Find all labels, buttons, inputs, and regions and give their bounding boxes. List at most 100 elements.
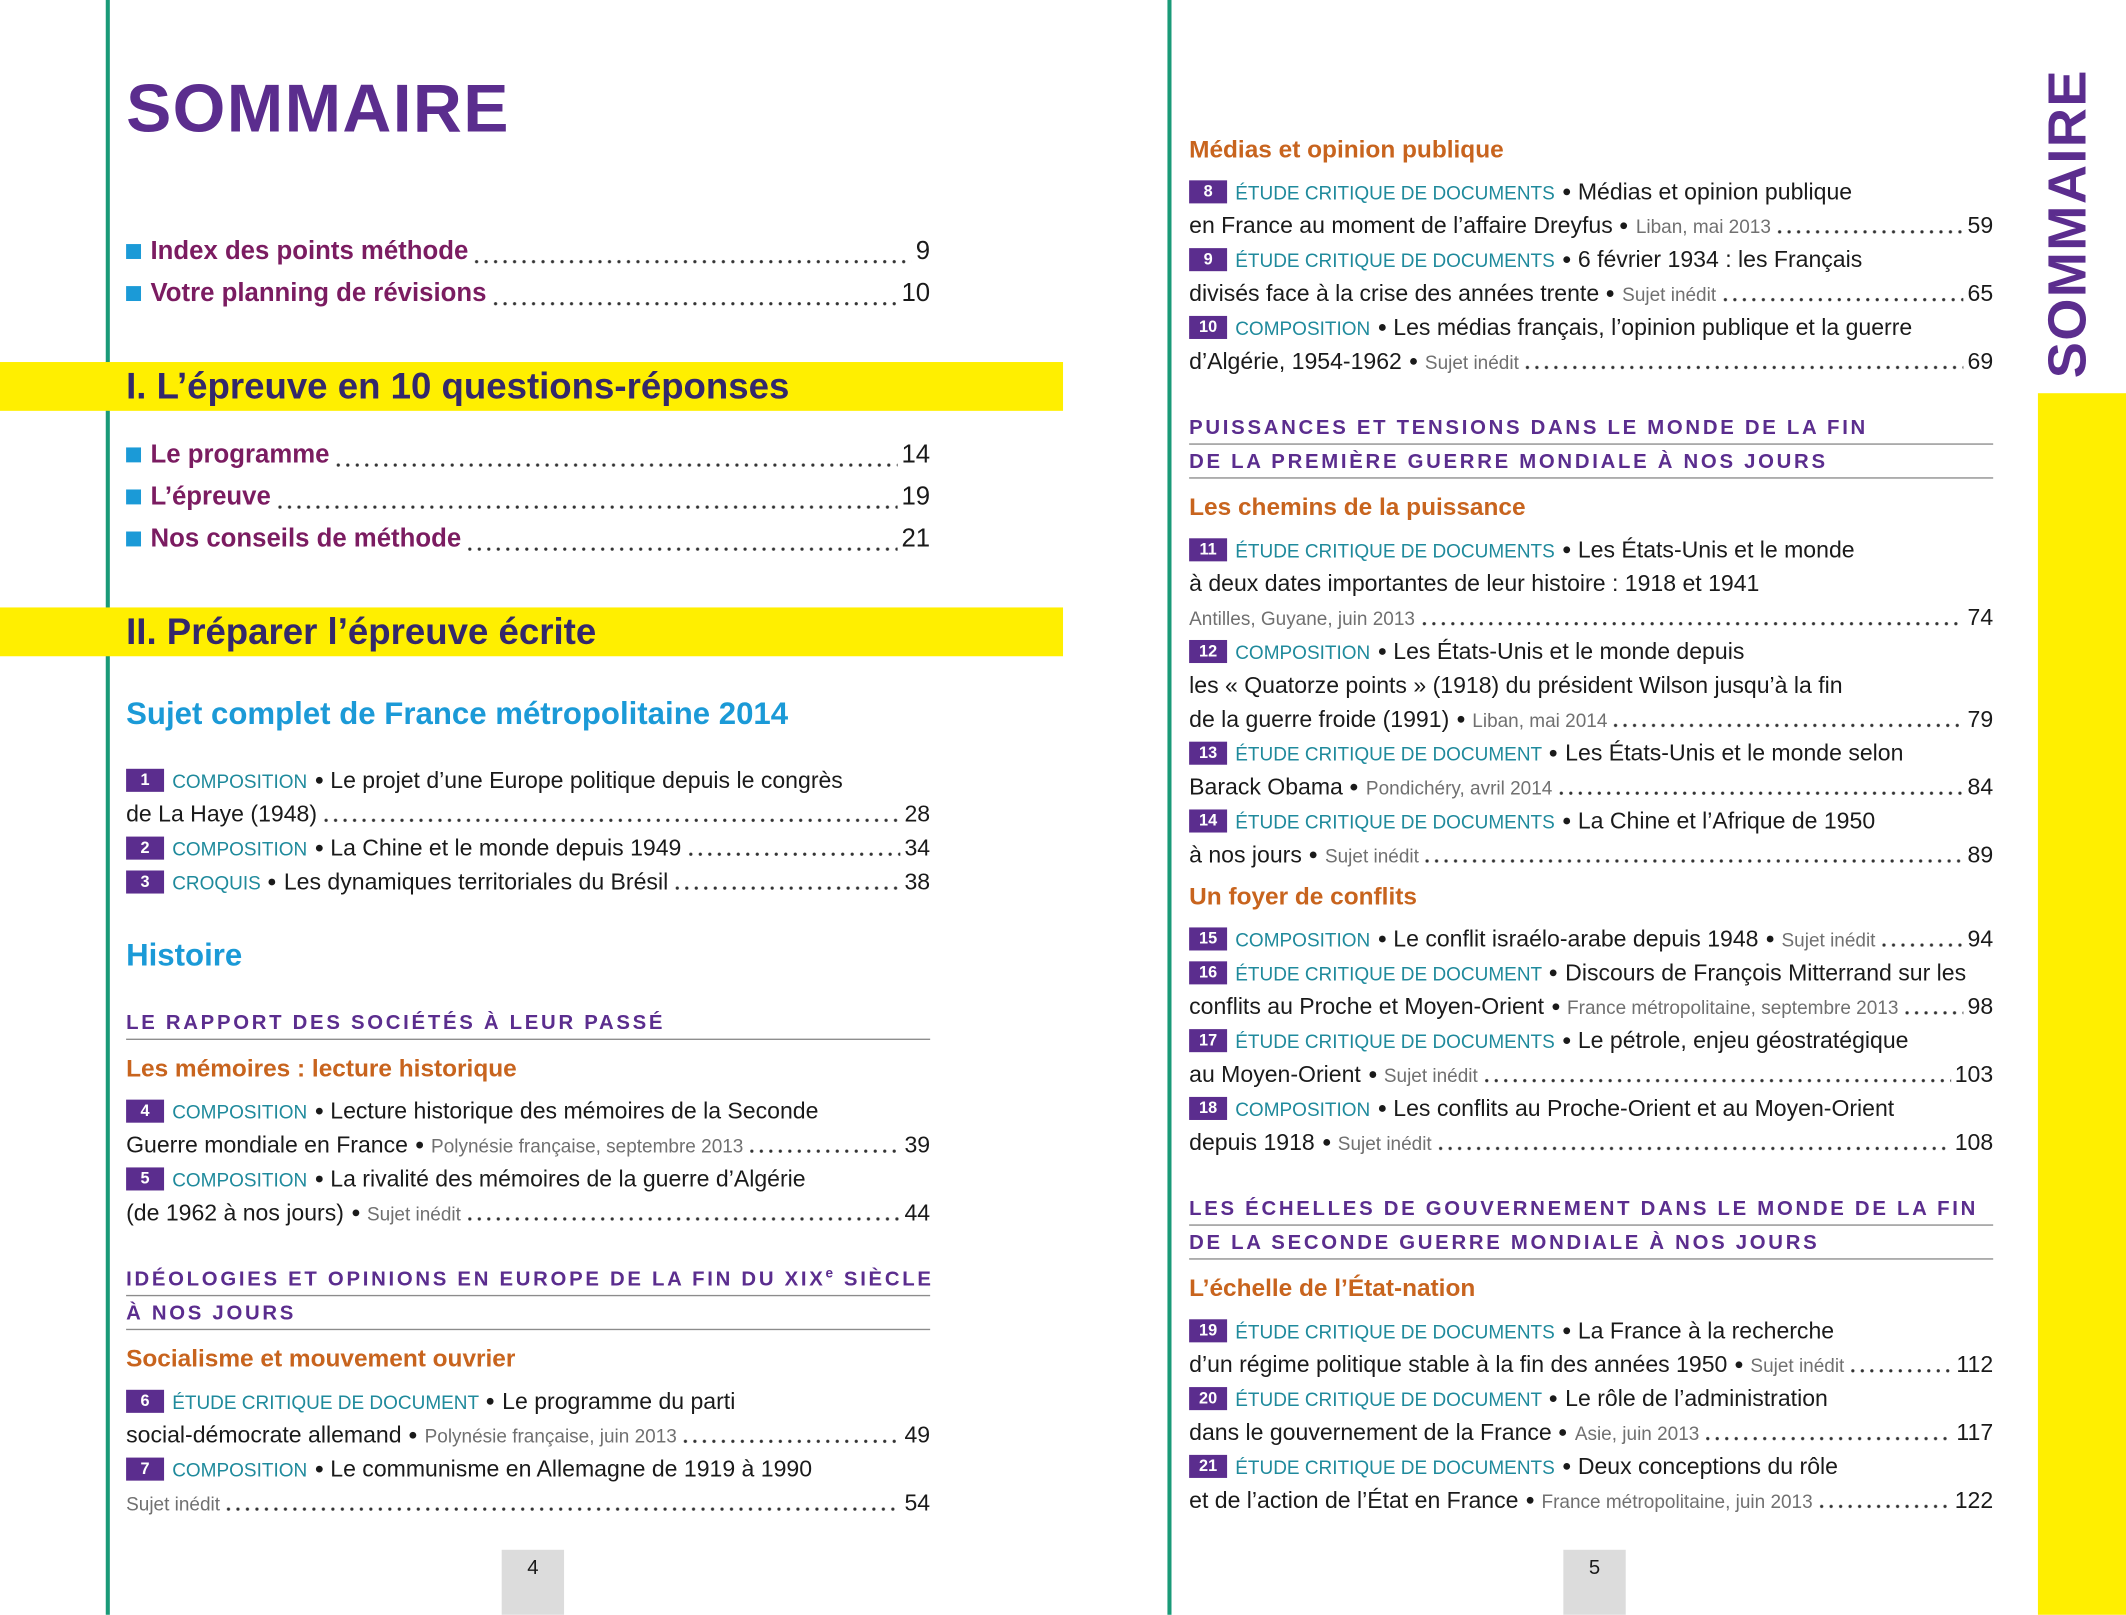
item-label: Nos conseils de méthode [150,524,462,554]
entry-kind: ÉTUDE CRITIQUE DE DOCUMENT [1235,743,1543,765]
bullet [1562,1037,1570,1045]
dot-leader [1422,837,1964,872]
bullet [1735,1361,1743,1369]
entry-text: à nos jours [1189,842,1302,868]
page-number: 98 [1967,993,1994,1020]
toc-entry: 4 COMPOSITION Lecture historique des mémoi… [126,1094,930,1163]
entry-number: 1 [126,768,165,792]
dot-leader [1522,344,1964,379]
item-label: Le programme [150,440,330,470]
entry-text: Guerre mondiale en France [126,1132,408,1158]
entry-line: 21 ÉTUDE CRITIQUE DE DOCUMENTS Deux concep… [1189,1449,1993,1483]
theme-line: DE LA PREMIÈRE GUERRE MONDIALE À NOS JOU… [1189,445,1994,479]
entry-source: Antilles, Guyane, juin 2013 [1189,607,1415,630]
toc-entry: 17 ÉTUDE CRITIQUE DE DOCUMENTS Le pétrole,… [1189,1024,1993,1092]
side-bar [2037,393,2126,1615]
dot-leader [464,1195,901,1230]
bullet [1766,935,1774,943]
subtheme-heading: L’échelle de l’État-nation [1189,1274,1476,1302]
entry-text: Le rôle de l’administration [1565,1385,1828,1412]
dot-leader [1879,922,1964,956]
subtheme-heading: Les chemins de la puissance [1189,493,1526,521]
toc-entry: 11 ÉTUDE CRITIQUE DE DOCUMENTS Les États-U… [1189,533,1993,635]
entry-kind: COMPOSITION [172,837,308,860]
entry-text: les « Quatorze points » (1918) du présid… [1189,672,1843,699]
entry-line: de La Haye (1948) 28 [126,797,931,832]
entry-kind: ÉTUDE CRITIQUE DE DOCUMENT [172,1391,480,1413]
bullet [1550,1395,1558,1403]
dot-leader [1419,600,1964,635]
toc-intro-item: Le programme 14 [126,434,930,476]
subtheme-heading: Médias et opinion publique [1189,135,1504,163]
toc-entry: 19 ÉTUDE CRITIQUE DE DOCUMENTS La France à… [1189,1314,1993,1382]
theme-line: LES ÉCHELLES DE GOUVERNEMENT DANS LE MON… [1189,1192,1994,1226]
toc-entry: 2 COMPOSITION La Chine et le monde depuis … [126,831,930,866]
bullet [315,1175,323,1183]
page-number: 74 [1967,604,1994,631]
dot-leader [1902,989,1964,1024]
bullet [1562,1463,1570,1470]
bullet-square [126,531,142,547]
entry-line: 10 COMPOSITION Les médias français, l’opin… [1189,311,1993,345]
entry-line: 8 ÉTUDE CRITIQUE DE DOCUMENTS Médias et op… [1189,175,1993,209]
bullet [1378,1105,1386,1112]
entry-number: 2 [126,836,165,860]
dot-leader [472,238,912,273]
bullet [352,1209,359,1217]
toc-entry: 12 COMPOSITION Les États-Unis et le monde … [1189,635,1993,737]
entry-text: Le programme du parti [502,1388,736,1415]
page-number: 38 [904,869,931,895]
entry-line: les « Quatorze points » (1918) du présid… [1189,668,1993,702]
entry-source: Sujet inédit [1424,351,1519,373]
page-number: 49 [904,1422,931,1449]
entry-number: 18 [1189,1096,1228,1120]
entry-line: en France au moment de l’affaire Dreyfus… [1189,208,1993,243]
entry-line: 2 COMPOSITION La Chine et le monde depuis … [126,831,930,866]
entry-text: d’un régime politique stable à la fin de… [1189,1351,1728,1378]
dot-leader [1556,770,1964,805]
page-number: 9 [915,237,931,266]
entry-text: Le communisme en Allemagne de 1919 à 199… [330,1456,813,1482]
entry-line: 1 COMPOSITION Le projet d’une Europe polit… [126,763,930,797]
entry-text: Les conflits au Proche-Orient et au Moye… [1393,1095,1895,1122]
dot-leader [1703,1415,1953,1450]
entry-kind: ÉTUDE CRITIQUE DE DOCUMENTS [1235,1456,1555,1478]
bullet [315,1465,323,1473]
entry-number: 9 [1189,248,1228,272]
folio: 4 [501,1549,565,1615]
toc-entry: 16 ÉTUDE CRITIQUE DE DOCUMENT Discours de … [1189,956,1993,1024]
theme-heading: LE RAPPORT DES SOCIÉTÉS À LEUR PASSÉ [126,1006,931,1040]
green-rule [1167,0,1172,1615]
bullet [1620,222,1628,230]
entry-line: 7 COMPOSITION Le communisme en Allemagne d… [126,1452,930,1486]
bullet-square [126,489,142,505]
entry-number: 13 [1189,741,1228,765]
entry-line: 13 ÉTUDE CRITIQUE DE DOCUMENT Les États-Un… [1189,736,1993,770]
bullet [1351,783,1358,791]
subtheme-heading: Un foyer de conflits [1189,882,1417,910]
bullet-square [126,244,142,259]
toc-entry: 14 ÉTUDE CRITIQUE DE DOCUMENTS La Chine et… [1189,804,1993,872]
entry-kind: COMPOSITION [172,1458,308,1481]
dot-leader [685,831,901,866]
bullet [1378,935,1386,943]
entry-number: 10 [1189,315,1228,339]
entry-line: 16 ÉTUDE CRITIQUE DE DOCUMENT Discours de … [1189,956,1993,990]
theme-heading: IDÉOLOGIES ET OPINIONS EN EUROPE DE LA F… [126,1262,931,1331]
page-number: 69 [1967,348,1994,375]
page-number: 28 [904,801,931,828]
dot-leader [321,797,901,832]
subtheme-heading: Socialisme et mouvement ouvrier [126,1345,516,1373]
toc-entry: 9 ÉTUDE CRITIQUE DE DOCUMENTS 6 février 19… [1189,243,1993,311]
entry-source: Sujet inédit [1781,928,1876,951]
page-number: 108 [1954,1129,1994,1156]
section-heading: Histoire [126,936,243,973]
bullet [416,1141,423,1149]
entry-number: 19 [1189,1319,1228,1343]
entry-line: Sujet inédit 54 [126,1486,930,1520]
toc-entry: 7 COMPOSITION Le communisme en Allemagne d… [126,1452,930,1520]
left-column: Index des points méthode 9 Votre planning … [0,231,1064,1520]
page-number: 14 [901,440,931,470]
dot-leader [1775,208,1964,243]
